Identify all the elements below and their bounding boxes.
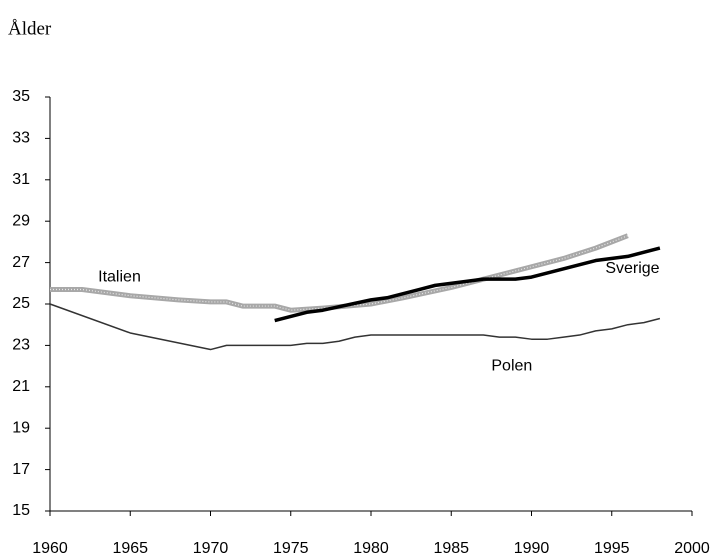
y-tick-label: 23 <box>12 337 30 354</box>
x-tick-label: 1995 <box>594 540 630 557</box>
y-tick-label: 15 <box>12 502 30 519</box>
y-tick-label: 29 <box>12 212 30 229</box>
y-tick-label: 17 <box>12 461 30 478</box>
series-label: Polen <box>491 357 532 374</box>
series-label: Italien <box>98 268 141 285</box>
x-tick-label: 2000 <box>674 540 710 557</box>
y-tick-label: 19 <box>12 419 30 436</box>
x-tick-label: 1970 <box>193 540 229 557</box>
x-tick-label: 1965 <box>112 540 148 557</box>
y-tick-label: 25 <box>12 295 30 312</box>
y-tick-label: 21 <box>12 378 30 395</box>
y-tick-label: 31 <box>12 171 30 188</box>
chart-title: Ålder <box>8 18 52 39</box>
x-tick-label: 1975 <box>273 540 309 557</box>
x-tick-label: 1980 <box>353 540 389 557</box>
series-line <box>274 246 661 323</box>
series-line-hatch <box>50 235 629 311</box>
x-tick-label: 1960 <box>32 540 68 557</box>
series-line <box>49 303 661 351</box>
x-tick-label: 1985 <box>433 540 469 557</box>
x-tick-label: 1990 <box>514 540 550 557</box>
y-tick-label: 33 <box>12 130 30 147</box>
series-label: Sverige <box>605 260 659 277</box>
y-tick-label: 27 <box>12 254 30 271</box>
y-tick-label: 35 <box>12 88 30 105</box>
